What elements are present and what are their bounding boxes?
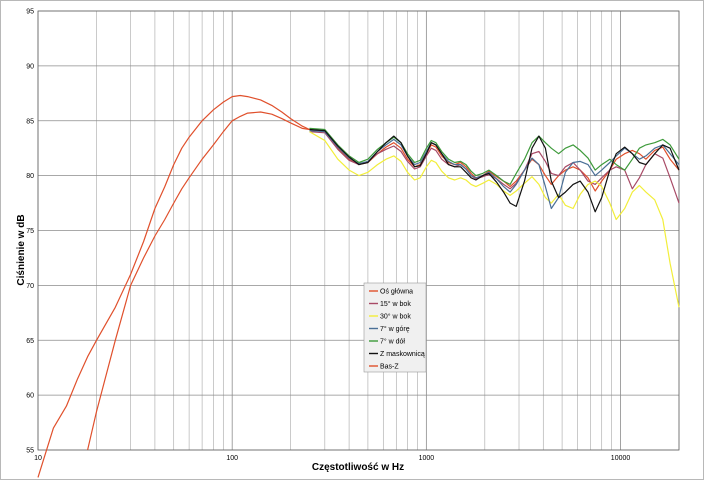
y-tick-label: 60 (26, 393, 34, 400)
legend-entry: Oś główna (380, 289, 413, 296)
x-tick-label: 10000 (611, 455, 631, 462)
y-tick-label: 75 (26, 228, 34, 235)
series-line-5 (309, 128, 680, 213)
x-tick-label: 100 (226, 455, 238, 462)
y-tick-label: 85 (26, 118, 34, 125)
legend-entry: 7° w górę (380, 325, 410, 333)
x-axis-title: Częstotliwość w Hz (312, 462, 404, 473)
x-tick-label: 1000 (419, 455, 435, 462)
legend-box (363, 282, 427, 373)
series-lines (37, 94, 680, 478)
legend-entry: Bas-Z (380, 364, 399, 371)
x-tick-label: 10 (34, 455, 42, 462)
legend-entry: 15° w bok (380, 300, 411, 308)
y-axis-title: Ciśnienie w dB (16, 214, 27, 285)
y-tick-label: 65 (26, 338, 34, 345)
y-tick-label: 90 (26, 63, 34, 70)
y-tick-label: 70 (26, 283, 34, 290)
series-line-7 (87, 111, 310, 451)
plot-area (37, 10, 680, 451)
x-tick-labels: 10 100 1000 10000 (34, 455, 630, 462)
series-line-2 (309, 131, 680, 308)
legend-entry: 7° w dół (380, 338, 405, 346)
legend-entry: 30° w bok (380, 313, 411, 321)
y-tick-label: 95 (26, 9, 34, 16)
series-line-6 (37, 94, 310, 478)
legend-entry: Z maskownicą (380, 351, 425, 358)
legend: Oś główna 15° w bok 30° w bok 7° w górę 7° w… (363, 282, 427, 373)
y-tick-label: 80 (26, 173, 34, 180)
y-tick-label: 55 (26, 448, 34, 455)
y-tick-labels: 55 60 65 70 75 80 85 90 95 (26, 9, 34, 455)
